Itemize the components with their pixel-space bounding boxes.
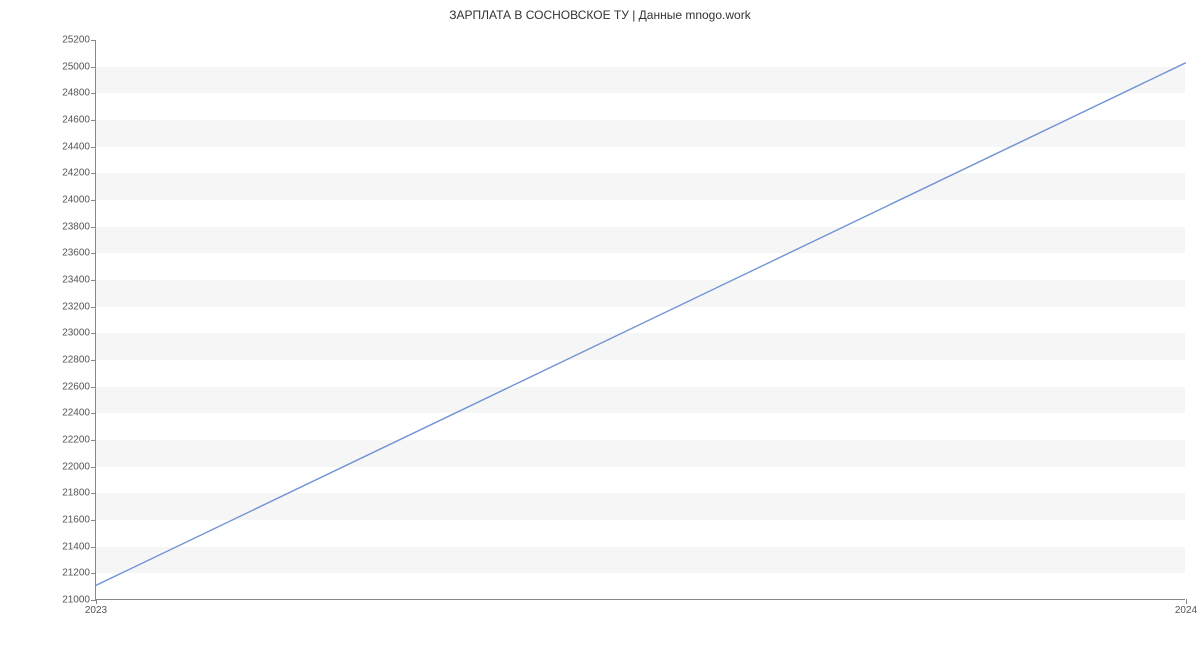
y-tick-mark	[91, 387, 96, 388]
y-tick-mark	[91, 93, 96, 94]
y-tick-mark	[91, 547, 96, 548]
y-tick-mark	[91, 173, 96, 174]
y-tick-mark	[91, 413, 96, 414]
y-tick-mark	[91, 200, 96, 201]
x-tick-mark	[1186, 599, 1187, 604]
y-tick-mark	[91, 280, 96, 281]
y-tick-mark	[91, 573, 96, 574]
y-tick-mark	[91, 520, 96, 521]
y-tick-mark	[91, 40, 96, 41]
y-tick-mark	[91, 467, 96, 468]
y-tick-mark	[91, 120, 96, 121]
y-tick-mark	[91, 253, 96, 254]
salary-chart: ЗАРПЛАТА В СОСНОВСКОЕ ТУ | Данные mnogo.…	[0, 0, 1200, 650]
y-tick-mark	[91, 493, 96, 494]
y-tick-mark	[91, 227, 96, 228]
y-tick-mark	[91, 360, 96, 361]
plot-area: 2100021200214002160021800220002220022400…	[95, 40, 1185, 600]
y-tick-mark	[91, 333, 96, 334]
line-series	[96, 40, 1186, 600]
y-tick-mark	[91, 67, 96, 68]
y-tick-mark	[91, 147, 96, 148]
chart-title: ЗАРПЛАТА В СОСНОВСКОЕ ТУ | Данные mnogo.…	[0, 8, 1200, 22]
y-tick-mark	[91, 440, 96, 441]
y-tick-mark	[91, 307, 96, 308]
x-tick-mark	[96, 599, 97, 604]
